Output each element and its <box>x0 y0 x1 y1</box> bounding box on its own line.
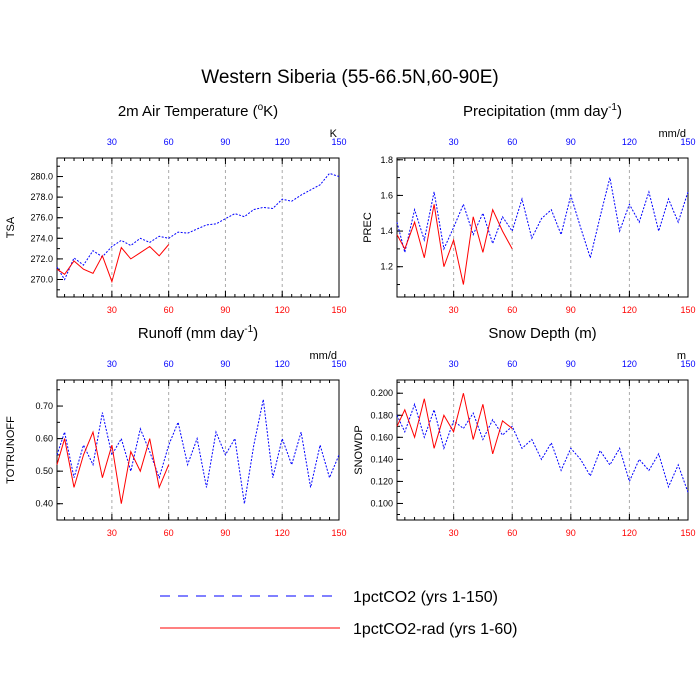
x-tick-label-top: 90 <box>220 359 230 369</box>
x-tick-label-bottom: 120 <box>275 305 290 315</box>
y-tick-label: 276.0 <box>30 213 53 223</box>
plot-frame <box>396 157 689 298</box>
x-tick-label-bottom: 120 <box>622 528 637 538</box>
x-tick-label-top: 30 <box>449 137 459 147</box>
x-tick-label-top: 150 <box>331 137 346 147</box>
panel-unit: mm/d <box>310 350 338 362</box>
panel-unit: K <box>330 128 338 140</box>
x-tick-label-bottom: 150 <box>680 305 695 315</box>
figure-title: Western Siberia (55-66.5N,60-90E) <box>201 67 498 88</box>
x-tick-label-top: 150 <box>331 359 346 369</box>
y-tick-label: 278.0 <box>30 192 53 202</box>
y-axis-label: SNOWDP <box>353 425 365 475</box>
panel-prec: Precipitation (mm day-1) mm/d 30 30 60 60 90 90… <box>362 102 696 315</box>
panel-title: Snow Depth (m) <box>488 325 596 342</box>
panel-title: 2m Air Temperature (oK) <box>118 102 278 120</box>
x-tick-label-top: 30 <box>449 359 459 369</box>
y-axis-label: PREC <box>362 212 374 243</box>
x-tick-label-top: 120 <box>275 137 290 147</box>
x-tick-label-bottom: 90 <box>566 305 576 315</box>
y-tick-label: 0.50 <box>35 466 53 476</box>
x-tick-label-bottom: 60 <box>507 528 517 538</box>
y-axis-label: TOTRUNOFF <box>5 416 17 484</box>
y-tick-label: 1.6 <box>380 190 393 200</box>
y-tick-label: 0.120 <box>370 476 393 486</box>
x-tick-label-bottom: 60 <box>507 305 517 315</box>
panel-unit: m <box>677 350 686 362</box>
panel-title: Runoff (mm day-1) <box>138 324 258 342</box>
y-tick-label: 0.140 <box>370 454 393 464</box>
x-tick-label-bottom: 150 <box>331 305 346 315</box>
panel-unit: mm/d <box>659 128 687 140</box>
panel-totrunoff: Runoff (mm day-1) mm/d 30 30 60 60 90 90 120 120 1… <box>5 324 347 538</box>
x-tick-label-top: 150 <box>680 359 695 369</box>
x-tick-label-top: 150 <box>680 137 695 147</box>
y-tick-label: 0.60 <box>35 434 53 444</box>
x-tick-label-top: 90 <box>566 137 576 147</box>
x-tick-label-bottom: 60 <box>164 528 174 538</box>
plot-frame <box>396 379 689 521</box>
x-tick-label-top: 120 <box>275 359 290 369</box>
x-tick-label-bottom: 30 <box>449 528 459 538</box>
y-tick-label: 0.100 <box>370 498 393 508</box>
y-axis-label: TSA <box>5 216 17 238</box>
y-tick-label: 280.0 <box>30 172 53 182</box>
x-tick-label-top: 90 <box>220 137 230 147</box>
y-tick-label: 0.160 <box>370 432 393 442</box>
x-tick-label-bottom: 120 <box>275 528 290 538</box>
y-tick-label: 1.4 <box>380 226 393 236</box>
series-line-1pctco2 <box>396 402 689 493</box>
y-tick-label: 272.0 <box>30 254 53 264</box>
series-line-1pctco2-rad <box>396 393 513 455</box>
series-line-1pctco2-rad <box>56 244 170 284</box>
series-line-1pctco2 <box>56 399 340 504</box>
x-tick-label-bottom: 120 <box>622 305 637 315</box>
x-tick-label-bottom: 30 <box>107 305 117 315</box>
x-tick-label-top: 120 <box>622 359 637 369</box>
legend-label-rad: 1pctCO2-rad (yrs 1-60) <box>353 621 518 638</box>
panel-title: Precipitation (mm day-1) <box>463 102 622 120</box>
x-tick-label-bottom: 90 <box>220 528 230 538</box>
x-tick-label-top: 60 <box>507 137 517 147</box>
y-tick-label: 0.180 <box>370 410 393 420</box>
x-tick-label-top: 30 <box>107 137 117 147</box>
x-tick-label-top: 60 <box>507 359 517 369</box>
series-line-1pctco2-rad <box>56 430 170 504</box>
x-tick-label-top: 30 <box>107 359 117 369</box>
legend: 1pctCO2 (yrs 1-150) 1pctCO2-rad (yrs 1-6… <box>160 589 518 638</box>
y-tick-label: 0.40 <box>35 499 53 509</box>
legend-label-1pctco2: 1pctCO2 (yrs 1-150) <box>353 589 498 606</box>
x-tick-label-top: 90 <box>566 359 576 369</box>
x-tick-label-bottom: 150 <box>331 528 346 538</box>
x-tick-label-bottom: 30 <box>107 528 117 538</box>
y-tick-label: 1.2 <box>380 262 393 272</box>
series-line-1pctco2 <box>56 172 340 281</box>
y-tick-label: 1.8 <box>380 155 393 165</box>
x-tick-label-top: 60 <box>164 359 174 369</box>
x-tick-label-bottom: 150 <box>680 528 695 538</box>
y-tick-label: 270.0 <box>30 274 53 284</box>
x-tick-label-bottom: 90 <box>220 305 230 315</box>
series-line-1pctco2 <box>396 177 689 260</box>
panels: 2m Air Temperature (oK) K 30 30 60 60 90 90 120 1… <box>5 102 696 538</box>
y-tick-label: 274.0 <box>30 233 53 243</box>
x-tick-label-bottom: 30 <box>449 305 459 315</box>
series-line-1pctco2-rad <box>396 204 513 285</box>
plot-frame <box>56 157 340 298</box>
y-tick-label: 0.70 <box>35 401 53 411</box>
panel-snowdp: Snow Depth (m) m 30 30 60 60 90 90 120 120 150 150 0… <box>353 325 696 538</box>
plot-frame <box>56 379 340 521</box>
panel-tsa: 2m Air Temperature (oK) K 30 30 60 60 90 90 120 1… <box>5 102 347 315</box>
x-tick-label-top: 120 <box>622 137 637 147</box>
y-tick-label: 0.200 <box>370 388 393 398</box>
x-tick-label-top: 60 <box>164 137 174 147</box>
x-tick-label-bottom: 60 <box>164 305 174 315</box>
x-tick-label-bottom: 90 <box>566 528 576 538</box>
